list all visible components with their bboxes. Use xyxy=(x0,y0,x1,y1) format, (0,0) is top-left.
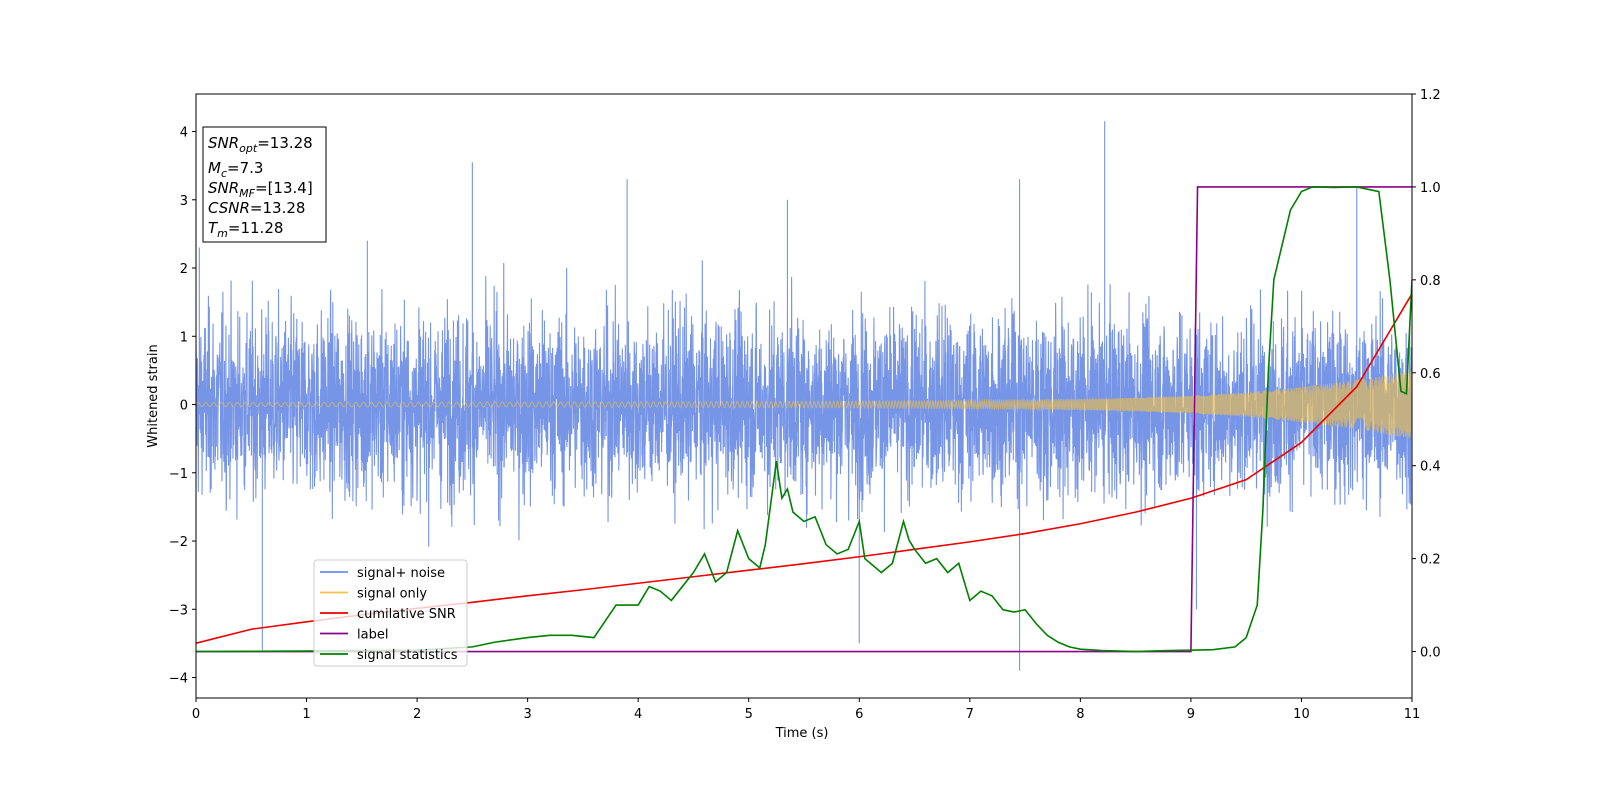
csnr-value: =13.28 xyxy=(250,199,306,217)
y-tick-label: −4 xyxy=(169,672,188,687)
y-tick-label: −1 xyxy=(169,467,188,482)
x-tick-label: 3 xyxy=(523,707,531,722)
x-tick-label: 4 xyxy=(634,707,642,722)
y-right-tick-label: 1.2 xyxy=(1420,88,1441,103)
y-right-tick-label: 0.4 xyxy=(1420,460,1441,475)
y-tick-label: −2 xyxy=(169,535,188,550)
y-tick-label: 0 xyxy=(180,399,188,414)
y-tick-label: 3 xyxy=(180,194,188,209)
tm-base: T xyxy=(208,219,219,237)
annotation-frame xyxy=(202,126,327,243)
y-axis-left: −4 −3 −2 −1 0 1 2 3 4 xyxy=(169,126,196,687)
x-axis-label: Time (s) xyxy=(775,726,829,741)
series-signal-only xyxy=(196,370,1412,439)
x-tick-label: 11 xyxy=(1404,707,1421,722)
annotation-snr-opt: SNRopt=13.28 xyxy=(208,134,313,155)
x-tick-label: 0 xyxy=(192,707,200,722)
legend-label: signal only xyxy=(357,587,427,602)
y-right-tick-label: 0.6 xyxy=(1420,367,1441,382)
y-axis-right: 0.0 0.2 0.4 0.6 0.8 1.0 1.2 xyxy=(1412,88,1441,661)
x-tick-label: 10 xyxy=(1293,707,1310,722)
y-tick-label: 2 xyxy=(180,262,188,277)
annotation-mc: Mc=7.3 xyxy=(208,159,263,180)
annotation-tm: Tm=11.28 xyxy=(208,219,283,240)
legend-frame xyxy=(313,559,468,667)
snr-opt-value: =13.28 xyxy=(257,134,313,152)
y-axis-label: Whitened strain xyxy=(146,344,161,447)
y-tick-label: −3 xyxy=(169,603,188,618)
annotation-box: SNRopt=13.28 Mc=7.3 SNRMF=[13.4] CSNR=13… xyxy=(202,126,327,243)
x-tick-label: 1 xyxy=(302,707,310,722)
y-right-tick-label: 1.0 xyxy=(1420,181,1441,196)
plot-frame xyxy=(195,93,1413,699)
series-signal-statistics xyxy=(196,186,1412,653)
snr-mf-sub: MF xyxy=(239,187,255,200)
annotation-csnr: CSNR=13.28 xyxy=(208,199,305,217)
x-tick-label: 5 xyxy=(745,707,753,722)
mc-sub: c xyxy=(221,167,227,180)
tm-value: =11.28 xyxy=(228,219,284,237)
legend-label: label xyxy=(357,628,388,643)
tm-sub: m xyxy=(217,227,228,240)
series-label xyxy=(196,186,1412,653)
x-tick-label: 2 xyxy=(413,707,421,722)
y-tick-label: 4 xyxy=(180,126,188,141)
mc-base: M xyxy=(208,159,221,177)
csnr-base: CSNR xyxy=(208,199,250,217)
legend: signal+ noise signal only cumilative SNR la… xyxy=(313,559,468,667)
y-right-tick-label: 0.0 xyxy=(1420,646,1441,661)
x-tick-label: 6 xyxy=(855,707,863,722)
legend-label: signal+ noise xyxy=(357,566,445,581)
snr-opt-sub: opt xyxy=(239,142,258,155)
snr-mf-value: =[13.4] xyxy=(255,179,313,197)
x-axis: 0 1 2 3 4 5 6 7 8 9 10 11 xyxy=(192,698,1420,722)
x-tick-label: 8 xyxy=(1076,707,1084,722)
plot-data xyxy=(196,121,1412,671)
mc-value: =7.3 xyxy=(227,159,263,177)
snr-opt-base: SNR xyxy=(208,134,239,152)
legend-label: signal statistics xyxy=(357,648,458,663)
y-right-tick-label: 0.2 xyxy=(1420,553,1441,568)
y-right-tick-label: 0.8 xyxy=(1420,274,1441,289)
x-tick-label: 9 xyxy=(1187,707,1195,722)
legend-label: cumilative SNR xyxy=(357,607,456,622)
y-tick-label: 1 xyxy=(180,330,188,345)
x-tick-label: 7 xyxy=(966,707,974,722)
snr-mf-base: SNR xyxy=(208,179,239,197)
annotation-snr-mf: SNRMF=[13.4] xyxy=(208,179,313,200)
